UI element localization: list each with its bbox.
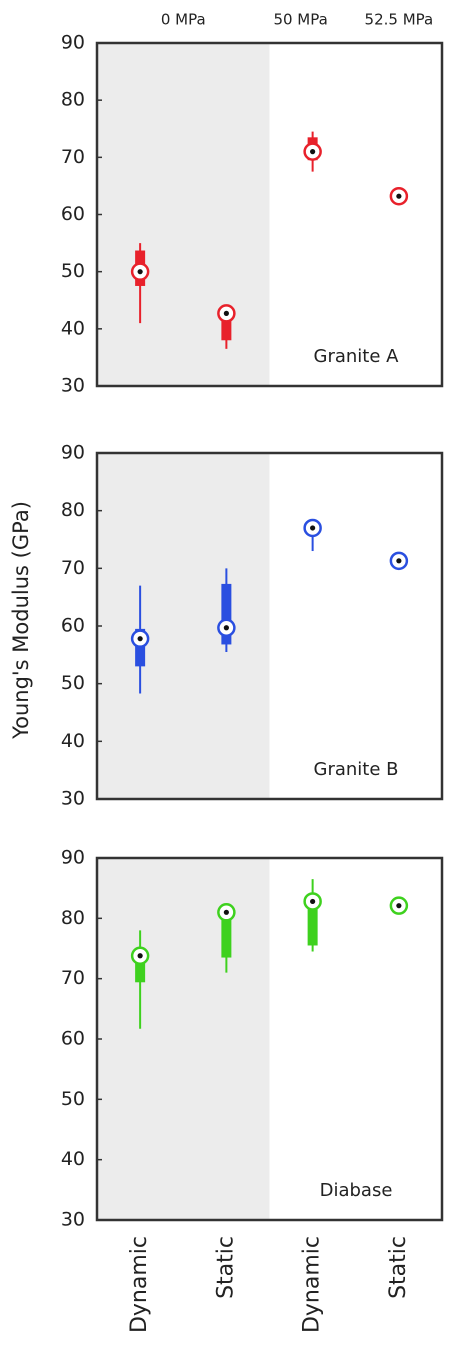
plot-frame bbox=[95, 41, 444, 388]
median-dot bbox=[396, 193, 402, 199]
median-dot bbox=[223, 909, 229, 915]
y-tick-label: 30 bbox=[61, 1209, 85, 1231]
y-tick-label: 40 bbox=[61, 1148, 85, 1170]
median-dot bbox=[137, 953, 143, 959]
x-tick-label: Static bbox=[213, 1236, 238, 1299]
median-dot bbox=[137, 269, 143, 275]
y-tick-label: 50 bbox=[61, 260, 85, 282]
y-tick-label: 90 bbox=[61, 847, 85, 869]
y-tick-label: 80 bbox=[61, 89, 85, 111]
median-dot bbox=[223, 625, 229, 631]
box bbox=[221, 317, 232, 341]
y-tick-label: 90 bbox=[61, 442, 85, 464]
group-label: 52.5 MPa bbox=[365, 11, 434, 29]
box bbox=[221, 918, 232, 958]
y-tick-label: 60 bbox=[61, 1028, 85, 1050]
x-tick-label: Dynamic bbox=[300, 1236, 325, 1333]
y-tick-label: 80 bbox=[61, 499, 85, 521]
shaded-region bbox=[97, 453, 270, 799]
shaded-region bbox=[97, 43, 270, 386]
x-tick-label: Static bbox=[386, 1236, 411, 1299]
median-dot bbox=[396, 903, 402, 909]
y-tick-label: 70 bbox=[61, 967, 85, 989]
median-dot bbox=[310, 898, 316, 905]
y-tick-label: 90 bbox=[61, 32, 85, 54]
plot-frame bbox=[95, 451, 444, 801]
plot-frame bbox=[95, 856, 444, 1222]
y-tick-label: 40 bbox=[61, 317, 85, 339]
y-tick-label: 50 bbox=[61, 1088, 85, 1110]
panel-annotation: Diabase bbox=[320, 1180, 393, 1201]
median-dot bbox=[310, 149, 316, 155]
y-tick-label: 30 bbox=[61, 375, 85, 397]
shaded-region bbox=[97, 858, 270, 1220]
y-tick-label: 60 bbox=[61, 203, 85, 225]
x-tick-label: Dynamic bbox=[127, 1236, 152, 1333]
median-dot bbox=[310, 525, 316, 531]
box bbox=[135, 954, 146, 983]
y-tick-label: 70 bbox=[61, 557, 85, 579]
y-tick-label: 30 bbox=[61, 788, 85, 810]
median-dot bbox=[137, 636, 143, 642]
y-tick-label: 50 bbox=[61, 672, 85, 694]
panel-annotation: Granite A bbox=[314, 346, 400, 367]
y-axis-label: Young's Modulus (GPa) bbox=[9, 501, 33, 740]
box bbox=[307, 906, 318, 946]
y-tick-label: 40 bbox=[61, 730, 85, 752]
box bbox=[221, 583, 232, 645]
group-label: 0 MPa bbox=[161, 11, 206, 29]
median-dot bbox=[223, 310, 229, 316]
group-label: 50 MPa bbox=[273, 11, 327, 29]
y-tick-label: 70 bbox=[61, 146, 85, 168]
panel-annotation: Granite B bbox=[314, 759, 399, 780]
y-tick-label: 60 bbox=[61, 615, 85, 637]
median-dot bbox=[396, 558, 402, 564]
y-tick-label: 80 bbox=[61, 907, 85, 929]
